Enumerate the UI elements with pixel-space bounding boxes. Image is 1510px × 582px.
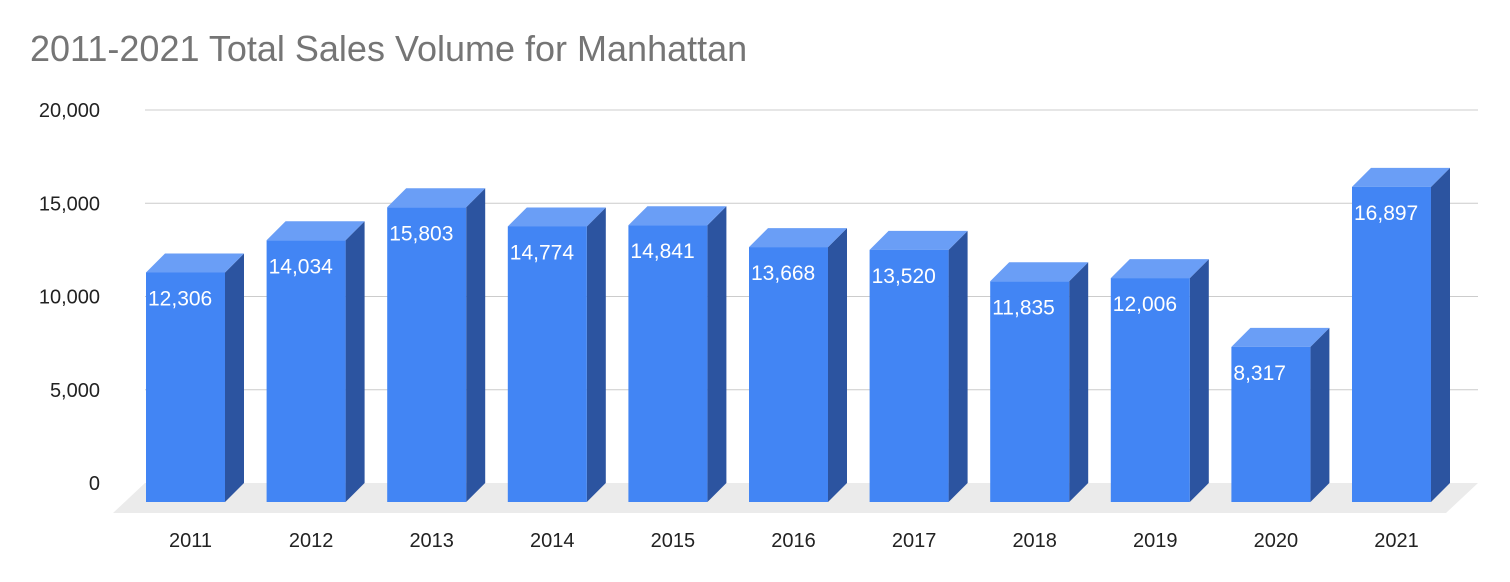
bar-side [707,206,727,503]
bar: 13,520 [869,230,968,503]
bar-front [990,281,1070,502]
bar-side [345,221,365,502]
bar-top [387,188,486,208]
x-tick-label: 2014 [530,530,575,552]
x-tick-label: 2016 [771,530,816,552]
bar: 16,897 [1352,167,1450,502]
bar-front [266,240,346,502]
bar-side [1310,327,1330,502]
x-tick-label: 2018 [1012,530,1057,552]
bar: 11,835 [990,262,1089,502]
bar-top [1231,327,1330,347]
x-tick-label: 2015 [651,530,696,552]
bar-front [749,247,828,502]
bar-side [1431,167,1450,502]
data-label: 12,306 [148,287,212,310]
y-tick-label: 20,000 [39,100,100,122]
x-tick-label: 2011 [169,530,212,552]
x-axis: 2011 2012 2013 2014 2015 2016 2017 2018 2019 2020… [169,530,1419,552]
bar-top [628,206,727,226]
x-tick-label: 2021 [1374,530,1419,552]
bar: 14,034 [266,221,365,502]
bar-side [466,188,486,502]
bar-front [869,249,949,502]
bar-front [1231,346,1311,502]
data-label: 13,668 [751,262,815,285]
bar-top [1110,259,1209,279]
bar-side [586,207,606,502]
data-label: 14,774 [510,241,575,264]
data-label: 8,317 [1233,362,1286,385]
bar-top [990,262,1089,282]
data-label: 11,835 [992,296,1055,319]
x-tick-label: 2012 [289,530,334,552]
x-tick-label: 2013 [409,530,454,552]
data-label: 14,034 [269,255,334,278]
bar-front [146,272,225,502]
bars: 12,306 14,034 15,803 14,774 14,841 13,668 13,5… [146,167,1450,503]
data-label: 15,803 [389,222,453,245]
bar-side [1189,259,1209,502]
bar-front [507,226,587,502]
bar-side [948,230,968,503]
bar-front [1352,186,1431,502]
y-tick-label: 10,000 [39,287,100,309]
bar-side [225,253,244,502]
data-label: 12,006 [1113,293,1177,316]
bar: 8,317 [1231,327,1330,502]
bar-top [869,230,968,250]
bar: 14,774 [507,207,606,502]
bar: 12,306 [146,253,244,502]
bar-top [507,207,606,227]
bar-front [387,207,467,502]
bar-side [1069,262,1089,502]
bar-side [828,228,847,502]
y-tick-label: 0 [89,473,100,495]
bar: 14,841 [628,206,727,503]
bar-top [146,253,244,273]
y-tick-label: 15,000 [39,193,100,215]
y-axis: 0 5,000 10,000 15,000 20,000 [39,100,100,495]
bar-front [628,225,708,503]
y-tick-label: 5,000 [50,380,100,402]
x-tick-label: 2019 [1133,530,1178,552]
bar-top [1352,167,1450,187]
chart-title: 2011-2021 Total Sales Volume for Manhatt… [30,28,748,69]
data-label: 14,841 [630,240,694,263]
bar: 15,803 [387,188,486,502]
bar-front [1110,278,1190,502]
data-label: 16,897 [1354,202,1418,225]
data-label: 13,520 [872,265,936,288]
bar: 13,668 [749,228,847,502]
bar-top [266,221,365,241]
x-tick-label: 2020 [1254,530,1299,552]
bar-top [749,228,847,248]
x-tick-label: 2017 [892,530,937,552]
bar: 12,006 [1110,259,1209,502]
